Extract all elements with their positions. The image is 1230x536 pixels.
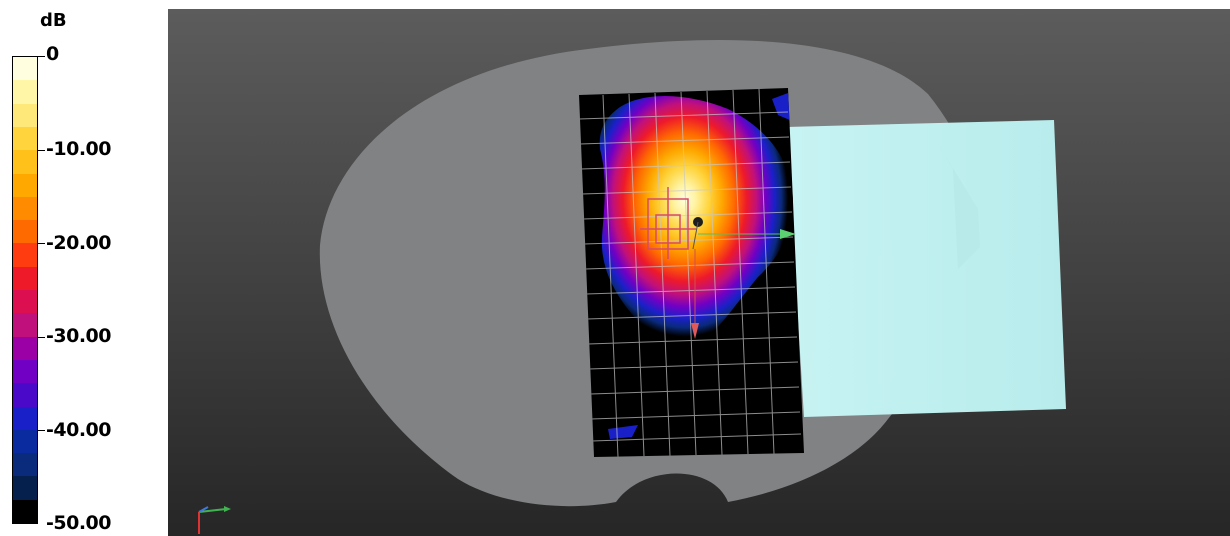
colorbar-band	[13, 453, 37, 477]
colorbar-band	[13, 383, 37, 407]
tick-label-4: -40.00	[46, 419, 111, 441]
tick-label-0: 0	[46, 43, 59, 65]
colorbar-band	[13, 103, 37, 128]
colorbar-band	[13, 429, 37, 454]
tick-mark-2	[37, 243, 45, 244]
tick-mark-1	[37, 150, 45, 151]
xyz-axis-icon	[198, 506, 231, 534]
colorbar-band	[13, 266, 37, 291]
tick-label-2: -20.00	[46, 232, 111, 254]
colorbar-band	[13, 406, 37, 431]
3d-viewport[interactable]	[168, 9, 1230, 536]
z-direction-arrow	[691, 323, 699, 339]
tick-mark-3	[37, 337, 45, 338]
heatmap-plane[interactable]	[568, 79, 818, 479]
tick-mark-4	[37, 430, 45, 431]
colorbar-legend: dB 0 -10.00 -20.00 -30.00 -40.00 -50.00	[0, 0, 165, 536]
tick-label-5: -50.00	[46, 512, 111, 534]
tick-mark-0	[37, 56, 45, 57]
colorbar-band	[13, 220, 37, 244]
colorbar-band	[13, 126, 37, 151]
y-direction-arrow	[780, 229, 796, 239]
colorbar-band	[13, 173, 37, 198]
antenna-source-marker[interactable]	[640, 187, 696, 259]
scene-canvas	[198, 39, 1066, 534]
colorbar-band	[13, 499, 37, 524]
colorbar-band	[13, 80, 37, 105]
colorbar-band	[13, 476, 37, 501]
reflector-plate[interactable]	[786, 120, 1066, 417]
colorbar-band	[13, 336, 37, 361]
colorbar-band	[13, 196, 37, 221]
colorbar-band	[13, 243, 37, 268]
tick-label-1: -10.00	[46, 138, 111, 160]
colorbar-band	[13, 290, 37, 314]
legend-unit-label: dB	[40, 10, 67, 31]
colorbar-band	[13, 57, 37, 81]
colorbar-gradient	[12, 56, 38, 524]
tick-label-3: -30.00	[46, 325, 111, 347]
colorbar-band	[13, 359, 37, 384]
colorbar-band	[13, 150, 37, 174]
colorbar-band	[13, 313, 37, 338]
